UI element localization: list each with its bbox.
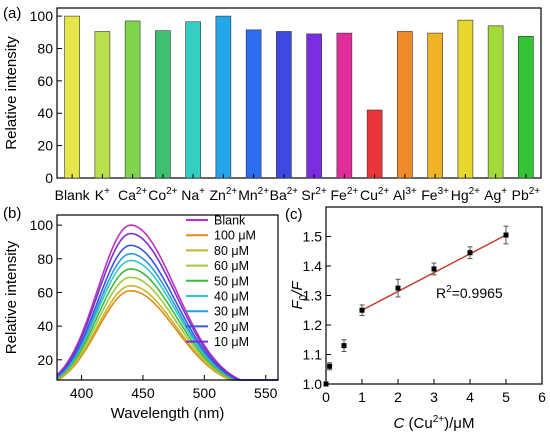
- y-tick-label: 20: [37, 138, 53, 154]
- x-tick-label: Na+: [181, 186, 205, 203]
- x-tick-label: 500: [193, 385, 217, 401]
- bar: [185, 21, 201, 179]
- x-tick-label: Al3+: [393, 186, 417, 203]
- x-axis-label: Wavelength (nm): [111, 405, 225, 422]
- bar: [457, 19, 474, 179]
- y-tick-label: 0: [45, 170, 53, 186]
- x-tick-label: 3: [430, 389, 438, 405]
- bar: [155, 30, 171, 179]
- x-tick-label: Hg2+: [451, 186, 480, 203]
- y-tick-label: 80: [37, 251, 53, 267]
- x-tick-label: Pb2+: [512, 186, 541, 203]
- legend-label: 30 μM: [214, 305, 249, 319]
- bar: [427, 32, 443, 179]
- x-tick-label: Fe2+: [331, 186, 359, 203]
- x-tick-label: 5: [502, 389, 510, 405]
- y-tick-label: 20: [37, 352, 53, 368]
- legend-label: 80 μM: [214, 244, 249, 258]
- x-tick-label: Mn2+: [238, 186, 269, 203]
- data-point: [359, 307, 365, 313]
- legend-label: 20 μM: [214, 320, 249, 334]
- panel-b: (b) 20 40 60 80 100 400 450 500 550 Wavelength (nm…: [3, 205, 279, 422]
- y-axis-label: Relative intensity: [3, 240, 20, 354]
- r-squared-annotation: R2=0.9965: [436, 284, 503, 301]
- legend-label: 60 μM: [214, 259, 249, 273]
- bar: [518, 36, 534, 179]
- x-tick-label: Ba2+: [270, 186, 299, 203]
- x-tick-label: 6: [538, 389, 546, 405]
- legend-label: 50 μM: [214, 274, 249, 288]
- legend-label: 10 μM: [214, 335, 249, 349]
- x-tick-label: 450: [131, 385, 155, 401]
- legend-label: 40 μM: [214, 290, 249, 304]
- y-tick-label: 1.0: [303, 376, 323, 392]
- plot-frame: [325, 206, 543, 385]
- bar: [336, 32, 353, 179]
- x-tick-label: Cu2+: [360, 186, 389, 203]
- panel-label: (c): [285, 206, 303, 223]
- y-tick-label: 40: [37, 318, 53, 334]
- bar: [245, 29, 262, 179]
- y-tick-label: 100: [30, 217, 54, 233]
- y-tick-label: 1.4: [303, 258, 323, 274]
- panel-label: (b): [3, 205, 21, 222]
- x-tick-label: Ag+: [484, 186, 507, 203]
- x-axis-label: C (Cu2+)/μM: [394, 414, 475, 432]
- y-tick-label: 100: [30, 8, 54, 24]
- x-tick-label: Sr2+: [301, 186, 327, 203]
- data-point: [395, 285, 401, 291]
- bar: [215, 15, 232, 179]
- x-tick-label: 550: [254, 385, 278, 401]
- data-point: [503, 232, 509, 238]
- bar: [366, 109, 383, 179]
- panel-a: (a) 0 20 40 60 80 100 Relative intensity Blank K+…: [3, 5, 542, 203]
- x-tick-label: 0: [322, 389, 330, 405]
- x-tick-label: Ca2+: [118, 186, 147, 203]
- x-tick-label: Fe3+: [421, 186, 449, 203]
- plot-frame: [56, 214, 279, 381]
- y-tick-label: 1.5: [303, 229, 323, 245]
- bar: [397, 31, 413, 179]
- bar: [487, 25, 504, 179]
- x-tick-label: 2: [394, 389, 402, 405]
- y-tick-label: 60: [37, 73, 53, 89]
- legend-label: Blank: [214, 214, 246, 228]
- y-axis-label: F0/F: [289, 281, 309, 310]
- x-tick-label: 1: [358, 389, 366, 405]
- y-tick-label: 1.3: [303, 288, 323, 304]
- panel-label: (a): [3, 5, 21, 22]
- x-tick-label: 4: [466, 389, 474, 405]
- bar: [276, 31, 292, 179]
- data-point: [327, 363, 333, 369]
- x-tick-label: Co2+: [148, 186, 177, 203]
- y-tick-label: 40: [37, 105, 53, 121]
- bar: [64, 15, 80, 179]
- bar: [124, 20, 141, 179]
- y-axis-label: Relative intensity: [3, 36, 20, 150]
- x-tick-label: Blank: [55, 187, 91, 203]
- data-point: [323, 381, 329, 387]
- x-tick-label: Zn2+: [210, 186, 238, 203]
- y-tick-label: 1.2: [303, 317, 323, 333]
- plot-frame: [56, 7, 542, 179]
- x-tick-label: 400: [70, 385, 94, 401]
- y-tick-label: 1.1: [303, 347, 323, 363]
- data-point: [467, 250, 473, 256]
- y-tick-label: 60: [37, 284, 53, 300]
- data-point: [341, 343, 347, 349]
- panel-c: (c) 1.0 1.1 1.2 1.3 1.4 1.5 0 1 2 3 4 5 6 R2=0.9965 F0/…: [285, 206, 546, 432]
- bar: [94, 31, 111, 179]
- y-tick-label: 80: [37, 40, 53, 56]
- bar: [306, 33, 322, 179]
- x-tick-label: K+: [95, 186, 110, 203]
- data-point: [431, 266, 437, 272]
- legend-label: 100 μM: [214, 229, 256, 243]
